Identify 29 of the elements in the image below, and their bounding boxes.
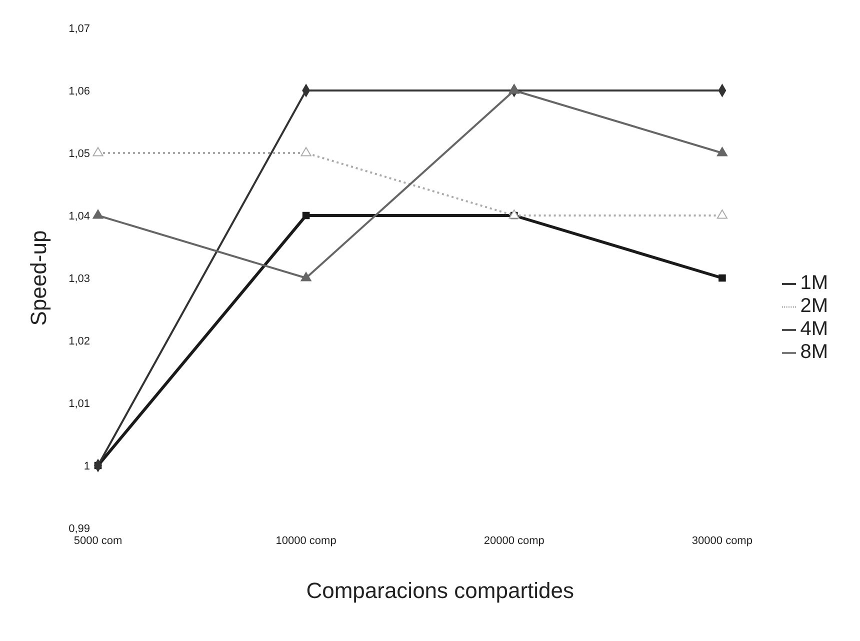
y-tick-label: 1,04 bbox=[68, 210, 90, 222]
y-axis-title: Speed-up bbox=[26, 230, 51, 326]
y-tick-label: 1,02 bbox=[68, 335, 90, 348]
point bbox=[716, 209, 728, 219]
x-tick-label: 30000 comp bbox=[692, 534, 752, 547]
y-tick-label: 1,03 bbox=[68, 272, 90, 285]
x-tick-label: 5000 com bbox=[74, 534, 122, 547]
point bbox=[302, 212, 310, 220]
y-tick-label: 1,05 bbox=[68, 148, 90, 160]
point bbox=[716, 146, 728, 156]
x-axis-title: Comparacions compartides bbox=[306, 578, 574, 603]
point bbox=[300, 146, 312, 156]
point bbox=[300, 272, 312, 282]
x-tick-label: 10000 comp bbox=[276, 534, 336, 547]
legend-label: 2M bbox=[800, 295, 828, 317]
legend-label: 1M bbox=[800, 272, 828, 294]
y-tick-label: 1,07 bbox=[68, 22, 90, 35]
y-tick-label: 1,06 bbox=[68, 85, 90, 98]
legend-label: 4M bbox=[800, 318, 828, 340]
point bbox=[508, 84, 520, 94]
y-tick-label: 0,99 bbox=[68, 522, 90, 535]
point bbox=[508, 209, 520, 219]
x-tick-label: 20000 comp bbox=[484, 534, 544, 547]
legend-label: 8M bbox=[800, 341, 828, 363]
point bbox=[92, 209, 104, 219]
point bbox=[718, 274, 726, 282]
point bbox=[92, 146, 104, 156]
y-tick-label: 1 bbox=[84, 460, 90, 472]
y-tick-label: 1,01 bbox=[68, 398, 90, 410]
